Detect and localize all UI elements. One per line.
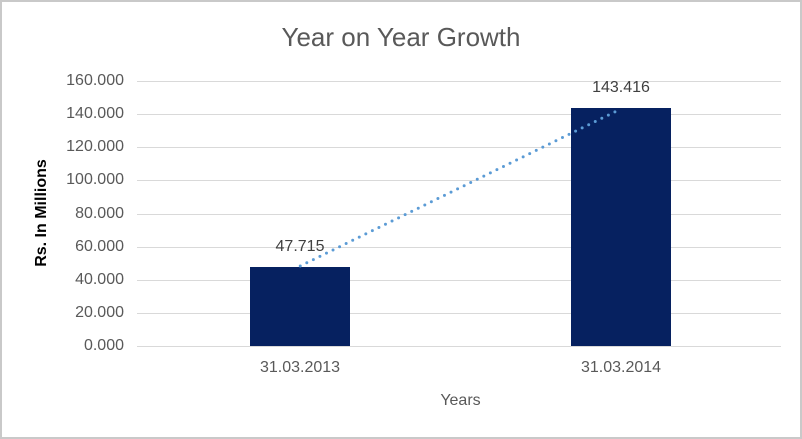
- gridline: [137, 346, 781, 347]
- x-axis-tick-label: 31.03.2013: [259, 359, 341, 376]
- x-axis-title: Years: [440, 392, 481, 409]
- bar: [250, 267, 350, 346]
- y-axis-tick-label: 40.000: [75, 271, 124, 288]
- gridline: [137, 81, 781, 82]
- y-axis-tick-label: 0.000: [83, 337, 124, 354]
- gridline: [137, 180, 781, 181]
- y-axis-tick-label: 80.000: [75, 205, 124, 222]
- data-label: 143.416: [592, 79, 650, 96]
- y-axis-tick-label: 120.000: [66, 138, 124, 155]
- y-axis-tick-label: 160.000: [66, 72, 124, 89]
- y-axis-title: Rs. In Millions: [33, 159, 50, 267]
- y-axis-tick-label: 20.000: [75, 304, 124, 321]
- data-label: 47.715: [275, 238, 325, 255]
- y-axis-tick-label: 60.000: [75, 238, 124, 255]
- gridline: [137, 114, 781, 115]
- y-axis-tick-label: 140.000: [66, 105, 124, 122]
- gridline: [137, 280, 781, 281]
- gridline: [137, 247, 781, 248]
- bar: [571, 108, 671, 346]
- y-axis-tick-label: 100.000: [66, 171, 124, 188]
- gridline: [137, 214, 781, 215]
- gridline: [137, 313, 781, 314]
- gridline: [137, 147, 781, 148]
- chart-title: Year on Year Growth: [281, 22, 521, 52]
- x-axis-tick-label: 31.03.2014: [580, 359, 662, 376]
